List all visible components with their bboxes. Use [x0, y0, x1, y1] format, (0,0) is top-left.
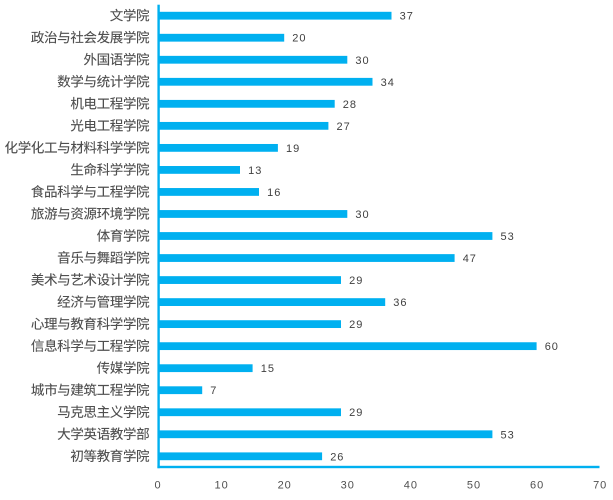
svg-text:30: 30 [355, 209, 369, 221]
svg-text:40: 40 [404, 479, 418, 491]
svg-text:19: 19 [286, 143, 300, 155]
svg-text:7: 7 [210, 385, 217, 397]
svg-text:20: 20 [278, 479, 292, 491]
svg-text:28: 28 [343, 99, 357, 111]
svg-text:0: 0 [154, 479, 161, 491]
svg-text:30: 30 [355, 55, 369, 67]
svg-text:20: 20 [292, 33, 306, 45]
svg-text:53: 53 [501, 429, 515, 441]
svg-text:26: 26 [330, 451, 344, 463]
svg-text:36: 36 [393, 297, 407, 309]
svg-text:10: 10 [214, 479, 228, 491]
svg-text:50: 50 [467, 479, 481, 491]
svg-text:13: 13 [248, 165, 262, 177]
svg-text:29: 29 [349, 407, 363, 419]
svg-text:29: 29 [349, 275, 363, 287]
svg-text:34: 34 [381, 77, 395, 89]
svg-text:15: 15 [261, 363, 275, 375]
svg-text:37: 37 [400, 11, 414, 23]
svg-text:27: 27 [337, 121, 351, 133]
svg-text:60: 60 [530, 479, 544, 491]
svg-text:29: 29 [349, 319, 363, 331]
svg-text:30: 30 [341, 479, 355, 491]
svg-text:53: 53 [501, 231, 515, 243]
svg-text:47: 47 [463, 253, 477, 265]
svg-text:16: 16 [267, 187, 281, 199]
svg-text:60: 60 [545, 341, 559, 353]
svg-text:70: 70 [593, 479, 607, 491]
